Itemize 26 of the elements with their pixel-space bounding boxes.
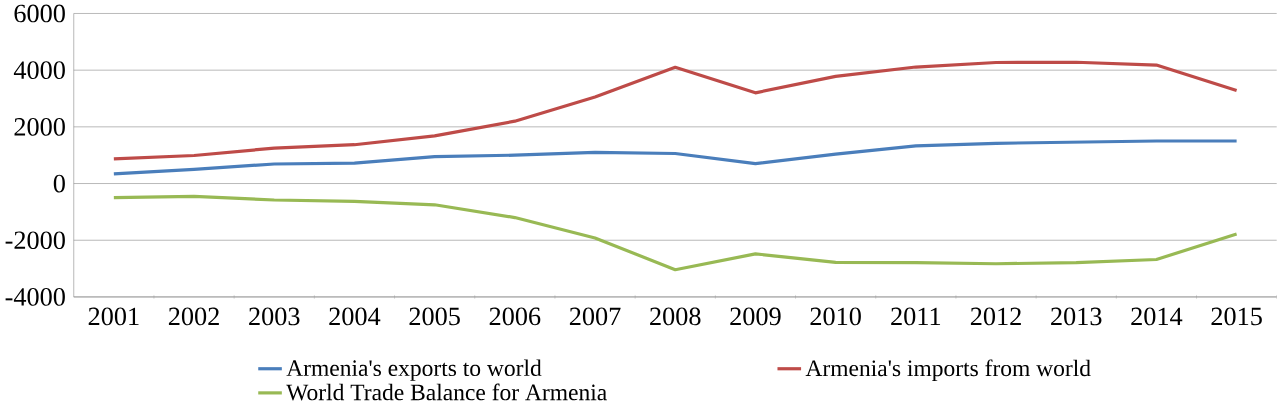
y-tick-label: 2000 <box>14 118 65 136</box>
x-tick-label: 2005 <box>409 307 460 326</box>
x-tick-label: 2015 <box>1211 307 1262 326</box>
x-tick-label: 2008 <box>650 307 701 326</box>
x-tick-label: 2013 <box>1051 307 1102 326</box>
legend-label: Armenia's exports to world <box>286 359 542 381</box>
x-tick-label: 2004 <box>329 307 381 326</box>
x-tick-label: 2012 <box>970 307 1021 326</box>
y-tick-label: 4000 <box>13 61 65 80</box>
x-tick-label: 2003 <box>249 307 300 326</box>
x-tick-label: 2010 <box>810 307 861 326</box>
y-tick-label: 0 <box>53 174 65 193</box>
line-series <box>112 60 1239 161</box>
x-tick-label: 2009 <box>730 307 781 326</box>
legend-label: World Trade Balance for Armenia <box>286 383 607 401</box>
legend-label: Armenia's imports from world <box>805 359 1091 382</box>
x-tick-label: 2006 <box>489 307 541 326</box>
y-tick-label: -4000 <box>5 288 65 306</box>
x-tick-label: 2002 <box>168 307 219 326</box>
x-tick-label: 2007 <box>569 307 621 326</box>
x-tick-label: 2001 <box>88 307 139 326</box>
line-series <box>112 194 1239 272</box>
y-tick-label: 6000 <box>14 4 65 23</box>
y-tick-label: -2000 <box>5 231 65 250</box>
x-tick-label: 2014 <box>1131 307 1183 326</box>
x-tick-label: 2011 <box>891 307 941 326</box>
